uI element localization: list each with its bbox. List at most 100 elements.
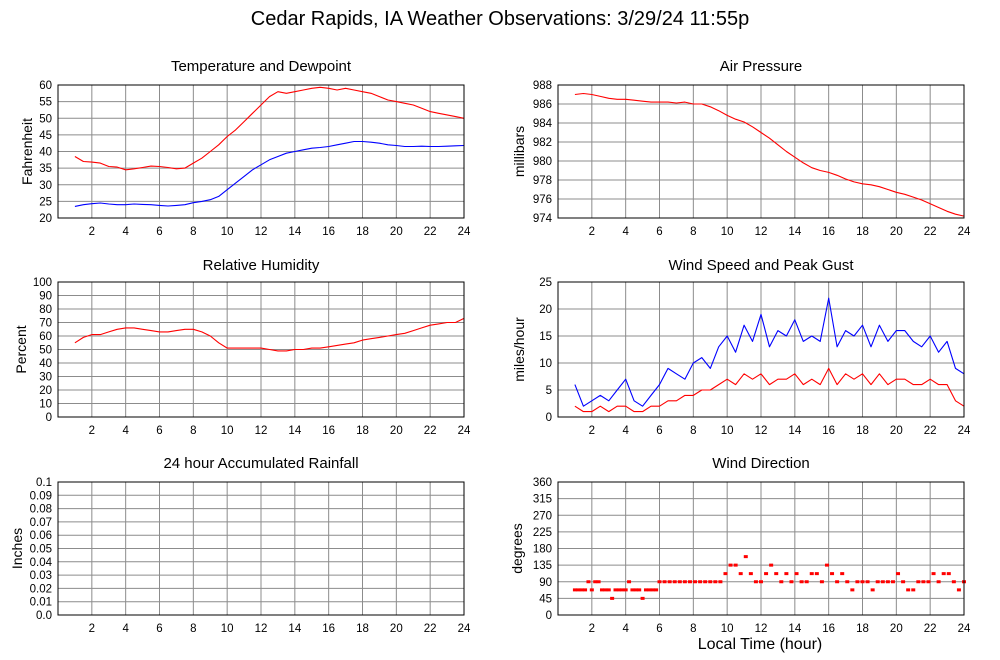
y-tick-label: 25: [539, 277, 552, 289]
data-point: [743, 555, 748, 559]
x-tick-label: 16: [322, 623, 335, 635]
y-tick-label: 0.09: [30, 490, 52, 502]
x-tick-label: 2: [89, 226, 95, 238]
data-point: [956, 588, 961, 592]
data-point: [911, 588, 916, 592]
x-tick-label: 24: [458, 425, 471, 437]
data-point: [921, 580, 926, 584]
y-tick-label: 980: [533, 156, 552, 168]
y-tick-label: 988: [533, 80, 552, 92]
data-point: [657, 580, 662, 584]
data-point: [713, 580, 718, 584]
data-point: [890, 580, 895, 584]
y-tick-label: 10: [539, 358, 552, 370]
data-point: [616, 588, 621, 592]
x-tick-label: 6: [656, 623, 662, 635]
y-tick-label: 60: [39, 80, 52, 92]
data-point: [586, 580, 591, 584]
chart-title: Relative Humidity: [203, 257, 320, 274]
data-point: [593, 580, 598, 584]
data-point: [633, 588, 638, 592]
series-line-0: [74, 317, 465, 352]
y-tick-label: 135: [533, 560, 552, 572]
data-point: [637, 588, 642, 592]
chart-humidity: 2 4 6 8 10 12 14 16 18 20 22 2401020304050607080901…: [13, 257, 471, 437]
x-tick-label: 16: [822, 425, 835, 437]
data-point: [946, 572, 951, 576]
x-tick-label: 22: [924, 226, 937, 238]
y-tick-label: 0.08: [30, 504, 52, 516]
plot-frame: [557, 281, 965, 418]
data-point: [723, 572, 728, 576]
x-tick-label: 10: [221, 623, 234, 635]
x-tick-label: 20: [390, 623, 403, 635]
data-point: [794, 572, 799, 576]
x-tick-label: 16: [822, 226, 835, 238]
y-tick-label: 20: [539, 304, 552, 316]
x-tick-label: 16: [322, 425, 335, 437]
chart-title: Temperature and Dewpoint: [171, 58, 352, 75]
x-tick-label: 24: [958, 623, 971, 635]
x-tick-label: 8: [690, 623, 696, 635]
y-tick-label: 0: [546, 610, 552, 622]
x-tick-label: 22: [924, 425, 937, 437]
x-tick-label: 8: [190, 425, 196, 437]
x-tick-label: 24: [958, 425, 971, 437]
data-point: [708, 580, 713, 584]
y-tick-label: 270: [533, 510, 552, 522]
data-point: [630, 588, 635, 592]
x-tick-label: 6: [156, 623, 162, 635]
y-tick-label: 50: [39, 345, 52, 357]
x-tick-label: 6: [156, 226, 162, 238]
data-point: [698, 580, 703, 584]
data-point: [738, 572, 743, 576]
data-point: [835, 580, 840, 584]
data-point: [779, 580, 784, 584]
data-point: [885, 580, 890, 584]
y-tick-label: 25: [39, 196, 52, 208]
data-point: [814, 572, 819, 576]
data-point: [650, 588, 655, 592]
data-point: [662, 580, 667, 584]
y-tick-label: 20: [39, 213, 52, 225]
y-tick-label: 30: [39, 372, 52, 384]
x-tick-label: 22: [424, 425, 437, 437]
y-tick-label: 225: [533, 527, 552, 539]
data-point: [703, 580, 708, 584]
data-point: [759, 580, 763, 584]
y-tick-label: 90: [539, 577, 552, 589]
data-point: [774, 572, 779, 576]
data-point: [654, 588, 659, 592]
y-tick-label: 90: [39, 291, 52, 303]
chart-direction: 2 4 6 8 10 12 14 16 18 20 22 2404590135180225270315…: [509, 455, 971, 635]
data-point: [875, 580, 880, 584]
y-tick-label: 982: [533, 137, 552, 149]
data-point: [830, 572, 835, 576]
data-point: [784, 572, 789, 576]
y-tick-label: 0.05: [30, 544, 52, 556]
y-tick-label: 180: [533, 544, 552, 556]
data-point: [606, 588, 611, 592]
y-tick-label: 15: [539, 331, 552, 343]
data-point: [718, 580, 723, 584]
x-tick-label: 6: [656, 226, 662, 238]
data-point: [687, 580, 692, 584]
data-point: [951, 580, 956, 584]
data-point: [799, 580, 804, 584]
y-tick-label: 0: [46, 412, 52, 424]
data-point: [610, 596, 615, 600]
y-tick-label: 30: [39, 180, 52, 192]
y-axis-label: miles/hour: [511, 317, 527, 382]
data-point: [840, 572, 845, 576]
y-tick-label: 986: [533, 99, 552, 111]
chart-title: Wind Direction: [712, 455, 810, 472]
data-point: [926, 580, 931, 584]
x-tick-label: 12: [755, 226, 768, 238]
chart-temp: 2 4 6 8 10 12 14 16 18 20 22 24202530354045505560Te…: [19, 58, 471, 238]
x-tick-label: 20: [390, 226, 403, 238]
x-tick-label: 2: [589, 623, 595, 635]
y-tick-label: 0.1: [36, 477, 52, 489]
data-point: [647, 588, 652, 592]
